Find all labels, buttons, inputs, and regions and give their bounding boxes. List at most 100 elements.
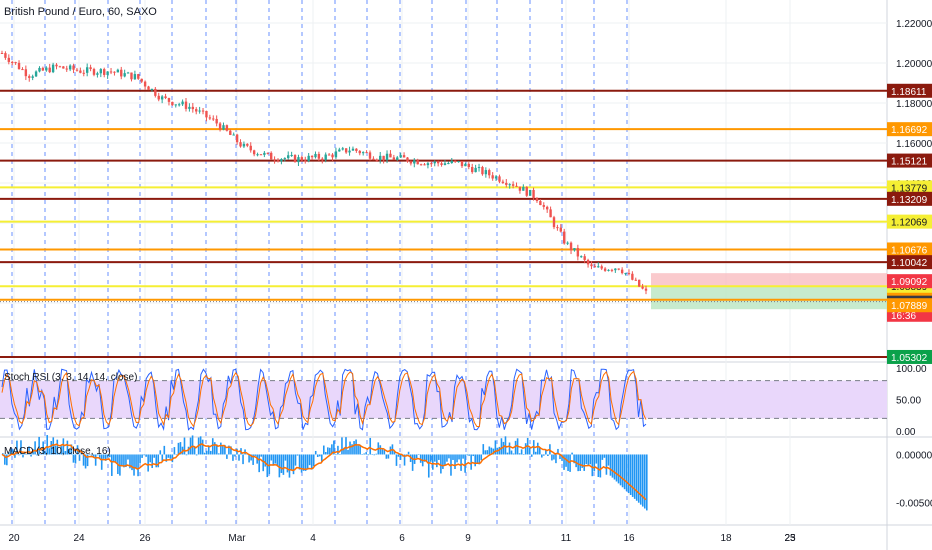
macd-histogram-bar bbox=[16, 440, 18, 455]
candle-body bbox=[556, 227, 559, 229]
macd-histogram-bar bbox=[343, 447, 345, 455]
candle-body bbox=[174, 104, 177, 106]
macd-histogram-bar bbox=[226, 454, 228, 459]
macd-histogram-bar bbox=[42, 441, 44, 455]
macd-histogram-bar bbox=[383, 449, 386, 455]
macd-histogram-bar bbox=[201, 439, 204, 455]
macd-histogram-bar bbox=[589, 454, 592, 465]
macd-histogram-bar bbox=[417, 454, 420, 455]
candle-body bbox=[276, 160, 280, 162]
macd-histogram-bar bbox=[209, 450, 212, 455]
macd-histogram-bar bbox=[385, 454, 388, 459]
macd-histogram-bar bbox=[242, 454, 244, 465]
candle-body bbox=[491, 175, 494, 179]
candle-body bbox=[440, 163, 443, 165]
candle-body bbox=[293, 155, 297, 163]
candle-body bbox=[460, 161, 464, 167]
macd-histogram-bar bbox=[288, 454, 291, 478]
candle-body bbox=[195, 109, 198, 112]
macd-histogram-bar bbox=[310, 454, 313, 470]
macd-histogram-bar bbox=[553, 454, 555, 460]
macd-histogram-bar bbox=[147, 454, 149, 472]
candle-body bbox=[614, 268, 617, 271]
macd-histogram-bar bbox=[607, 454, 610, 466]
macd-histogram-bar bbox=[189, 437, 192, 455]
candle-body bbox=[85, 67, 89, 73]
macd-histogram-bar bbox=[322, 445, 325, 455]
macd-histogram-bar bbox=[528, 447, 531, 455]
price-axis-badge bbox=[887, 255, 932, 270]
macd-histogram-bar bbox=[64, 451, 67, 455]
candle-body bbox=[597, 266, 600, 268]
candle-body bbox=[617, 268, 620, 270]
candle-body bbox=[109, 71, 113, 73]
macd-histogram-bar bbox=[359, 444, 361, 455]
macd-histogram-bar bbox=[446, 454, 448, 462]
stoch-band bbox=[0, 380, 887, 419]
candle-body bbox=[96, 73, 99, 75]
macd-histogram-bar bbox=[125, 454, 127, 467]
macd-histogram-bar bbox=[530, 454, 533, 457]
candle-body bbox=[31, 76, 34, 78]
candle-body bbox=[92, 69, 96, 75]
macd-histogram-bar bbox=[238, 454, 240, 461]
time-tick-label: 18 bbox=[720, 533, 732, 544]
macd-histogram-bar bbox=[488, 446, 491, 455]
time-tick-label: 25 bbox=[784, 533, 796, 544]
price-axis-badge bbox=[887, 180, 932, 195]
candle-body bbox=[215, 118, 218, 124]
candle-body bbox=[399, 155, 402, 158]
macd-histogram-bar bbox=[38, 436, 40, 455]
macd-histogram-bar bbox=[415, 454, 418, 459]
macd-histogram-bar bbox=[367, 454, 370, 456]
macd-histogram-bar bbox=[639, 454, 642, 505]
macd-histogram-bar bbox=[36, 454, 38, 456]
price-axis-badge-text: 1.18611 bbox=[891, 87, 927, 98]
candle-body bbox=[358, 150, 361, 154]
candle-body bbox=[552, 217, 556, 228]
candle-body bbox=[79, 70, 82, 73]
candle-body bbox=[484, 170, 488, 175]
macd-histogram-bar bbox=[88, 454, 91, 455]
candle-body bbox=[51, 64, 55, 73]
macd-histogram-bar bbox=[250, 454, 252, 461]
macd-histogram-bar bbox=[52, 437, 55, 455]
macd-histogram-bar bbox=[163, 445, 166, 455]
candle-body bbox=[252, 150, 256, 155]
candle-body bbox=[365, 152, 368, 154]
macd-histogram-bar bbox=[484, 450, 487, 455]
macd-histogram-bar bbox=[331, 444, 333, 455]
macd-histogram-bar bbox=[325, 452, 327, 455]
time-tick-label: 4 bbox=[310, 533, 316, 544]
macd-histogram-bar bbox=[123, 454, 125, 468]
macd-histogram-bar bbox=[335, 454, 337, 456]
macd-histogram-bar bbox=[30, 454, 32, 457]
macd-histogram-bar bbox=[278, 454, 281, 478]
candle-body bbox=[24, 69, 28, 77]
macd-histogram-bar bbox=[557, 448, 559, 455]
macd-histogram-bar bbox=[601, 454, 604, 460]
candle-body bbox=[331, 154, 334, 158]
macd-histogram-bar bbox=[282, 454, 285, 475]
time-tick-label: 24 bbox=[73, 533, 85, 544]
macd-histogram-bar bbox=[559, 454, 561, 460]
candle-body bbox=[355, 148, 358, 151]
price-tick-label: 1.20000 bbox=[896, 59, 932, 70]
candle-body bbox=[171, 101, 174, 106]
macd-histogram-bar bbox=[593, 454, 596, 472]
candle-body bbox=[372, 158, 375, 160]
macd-histogram-bar bbox=[10, 447, 12, 455]
macd-histogram-bar bbox=[543, 454, 545, 456]
candle-body bbox=[48, 67, 51, 73]
macd-histogram-bar bbox=[84, 454, 87, 469]
macd-histogram-bar bbox=[605, 454, 608, 475]
macd-histogram-bar bbox=[183, 437, 186, 455]
macd-histogram-bar bbox=[520, 449, 523, 455]
macd-histogram-bar bbox=[585, 454, 588, 465]
macd-histogram-bar bbox=[155, 454, 158, 468]
macd-histogram-bar bbox=[595, 454, 598, 464]
macd-histogram-bar bbox=[397, 454, 400, 457]
candle-body bbox=[532, 189, 535, 199]
macd-histogram-bar bbox=[444, 454, 446, 465]
